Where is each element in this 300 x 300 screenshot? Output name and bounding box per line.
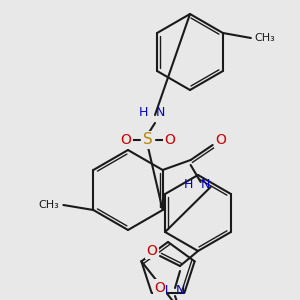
Text: N: N [201, 178, 210, 190]
Text: O: O [165, 133, 176, 147]
Text: N: N [155, 106, 165, 119]
Text: H: H [184, 178, 193, 190]
Text: O: O [215, 133, 226, 147]
Text: O: O [154, 281, 165, 295]
Text: CH₃: CH₃ [38, 200, 59, 210]
Text: N: N [175, 284, 185, 296]
Text: O: O [147, 244, 158, 258]
Text: O: O [121, 133, 131, 147]
Text: H: H [158, 284, 168, 296]
Text: H: H [138, 106, 148, 119]
Text: CH₃: CH₃ [254, 33, 275, 43]
Text: S: S [143, 133, 153, 148]
